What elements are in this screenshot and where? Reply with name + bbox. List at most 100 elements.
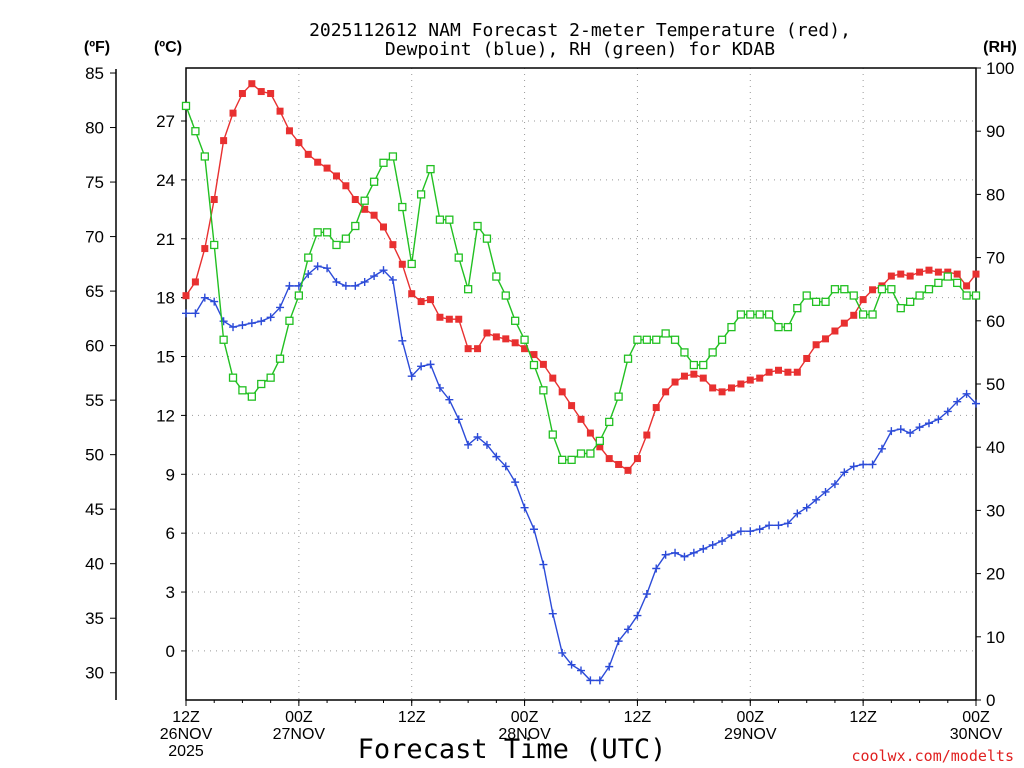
dew-point [736, 527, 745, 536]
dew-point [614, 637, 623, 646]
rh-point [670, 335, 680, 344]
x-tick-label: 12Z [624, 709, 652, 726]
rh-point [567, 455, 576, 464]
temp-point [220, 137, 228, 145]
temp-point [822, 335, 830, 343]
rh-point [407, 259, 416, 269]
rh-point [454, 253, 463, 262]
temp-point [812, 341, 820, 349]
x-axis-label: Forecast Time (UTC) [358, 734, 667, 765]
dew-point [529, 525, 538, 534]
dew-point [341, 281, 350, 290]
temp-point [963, 282, 971, 290]
rh-point [360, 196, 369, 205]
temp-point [558, 388, 566, 396]
rh-point [275, 354, 285, 363]
rh-point [558, 455, 567, 464]
dew-series [182, 262, 980, 685]
rh-point [633, 335, 642, 344]
rh-tick-label: 50 [986, 375, 1005, 394]
temp-point [887, 272, 895, 280]
dew-point [877, 444, 886, 453]
dew-point [407, 372, 416, 381]
dew-point [783, 519, 792, 528]
temp-point [361, 205, 369, 213]
plot-frame [185, 67, 977, 701]
temp-point [831, 327, 839, 335]
rh-point [445, 215, 454, 224]
fahrenheit-tick-label: 30 [85, 664, 104, 683]
temp-point [257, 88, 265, 96]
dew-point [501, 462, 510, 471]
dew-point [257, 317, 266, 326]
rh-point [529, 360, 539, 370]
temp-point [972, 270, 980, 278]
rh-point [285, 316, 294, 325]
celsius-tick-label: 6 [166, 524, 175, 543]
dew-point [219, 317, 228, 326]
dew-point [755, 525, 764, 534]
dew-point [727, 531, 736, 540]
dew-point [210, 297, 219, 306]
temp-point [332, 172, 340, 180]
fahrenheit-tick-label: 55 [85, 391, 104, 410]
rh-tick-label: 70 [986, 249, 1005, 268]
dew-point [445, 395, 454, 404]
temp-line [185, 82, 977, 472]
dew-point [351, 281, 360, 290]
dew-point [830, 480, 839, 489]
temp-point [727, 384, 735, 392]
dew-point [567, 660, 576, 669]
celsius-axis-unit: (ºC) [154, 39, 182, 56]
rh-point [652, 335, 661, 344]
temp-point [746, 376, 754, 384]
rh-point [435, 215, 445, 224]
dew-point [426, 360, 435, 369]
rh-point [736, 310, 746, 319]
rh-axis-unit: (RH) [983, 39, 1017, 56]
fahrenheit-tick-label: 60 [85, 337, 104, 356]
dew-point [624, 625, 633, 634]
x-tick-label: 26NOV [160, 726, 213, 743]
rh-point [783, 322, 793, 332]
dew-point [812, 495, 821, 504]
temp-point [248, 80, 256, 88]
rh-point [520, 335, 529, 344]
rh-point [877, 285, 887, 294]
dew-point [671, 548, 680, 557]
rh-point [793, 304, 802, 313]
rh-point [379, 158, 388, 167]
rh-point [821, 297, 830, 306]
temp-point [643, 431, 651, 439]
rh-point [492, 272, 501, 281]
temp-point [276, 107, 284, 115]
temp-point [427, 296, 435, 304]
dew-point [370, 272, 379, 281]
rh-point [304, 253, 313, 262]
series-layer [181, 80, 981, 685]
rh-point [482, 234, 492, 243]
rh-point [896, 304, 905, 313]
dew-point [661, 550, 670, 559]
temp-point [191, 278, 199, 286]
celsius-tick-label: 12 [156, 406, 175, 425]
temp-point [605, 455, 613, 463]
rh-point [294, 291, 304, 300]
temp-point [408, 290, 416, 298]
dew-point [962, 389, 971, 398]
temp-point [351, 196, 359, 204]
dew-point [388, 275, 397, 284]
temp-point [323, 164, 331, 172]
dew-point [887, 427, 896, 436]
x-tick-label: 28NOV [498, 726, 551, 743]
temp-point [784, 368, 792, 376]
x-tick-label: 12Z [849, 709, 877, 726]
temp-point [530, 351, 538, 359]
rh-point [257, 379, 266, 389]
rh-point [539, 386, 548, 395]
temp-point [709, 384, 717, 392]
axes-layer: 8580757065605550454035302724211815129630… [85, 59, 1014, 760]
dew-point [304, 270, 313, 279]
temp-point [445, 315, 453, 323]
dew-point [934, 415, 943, 424]
